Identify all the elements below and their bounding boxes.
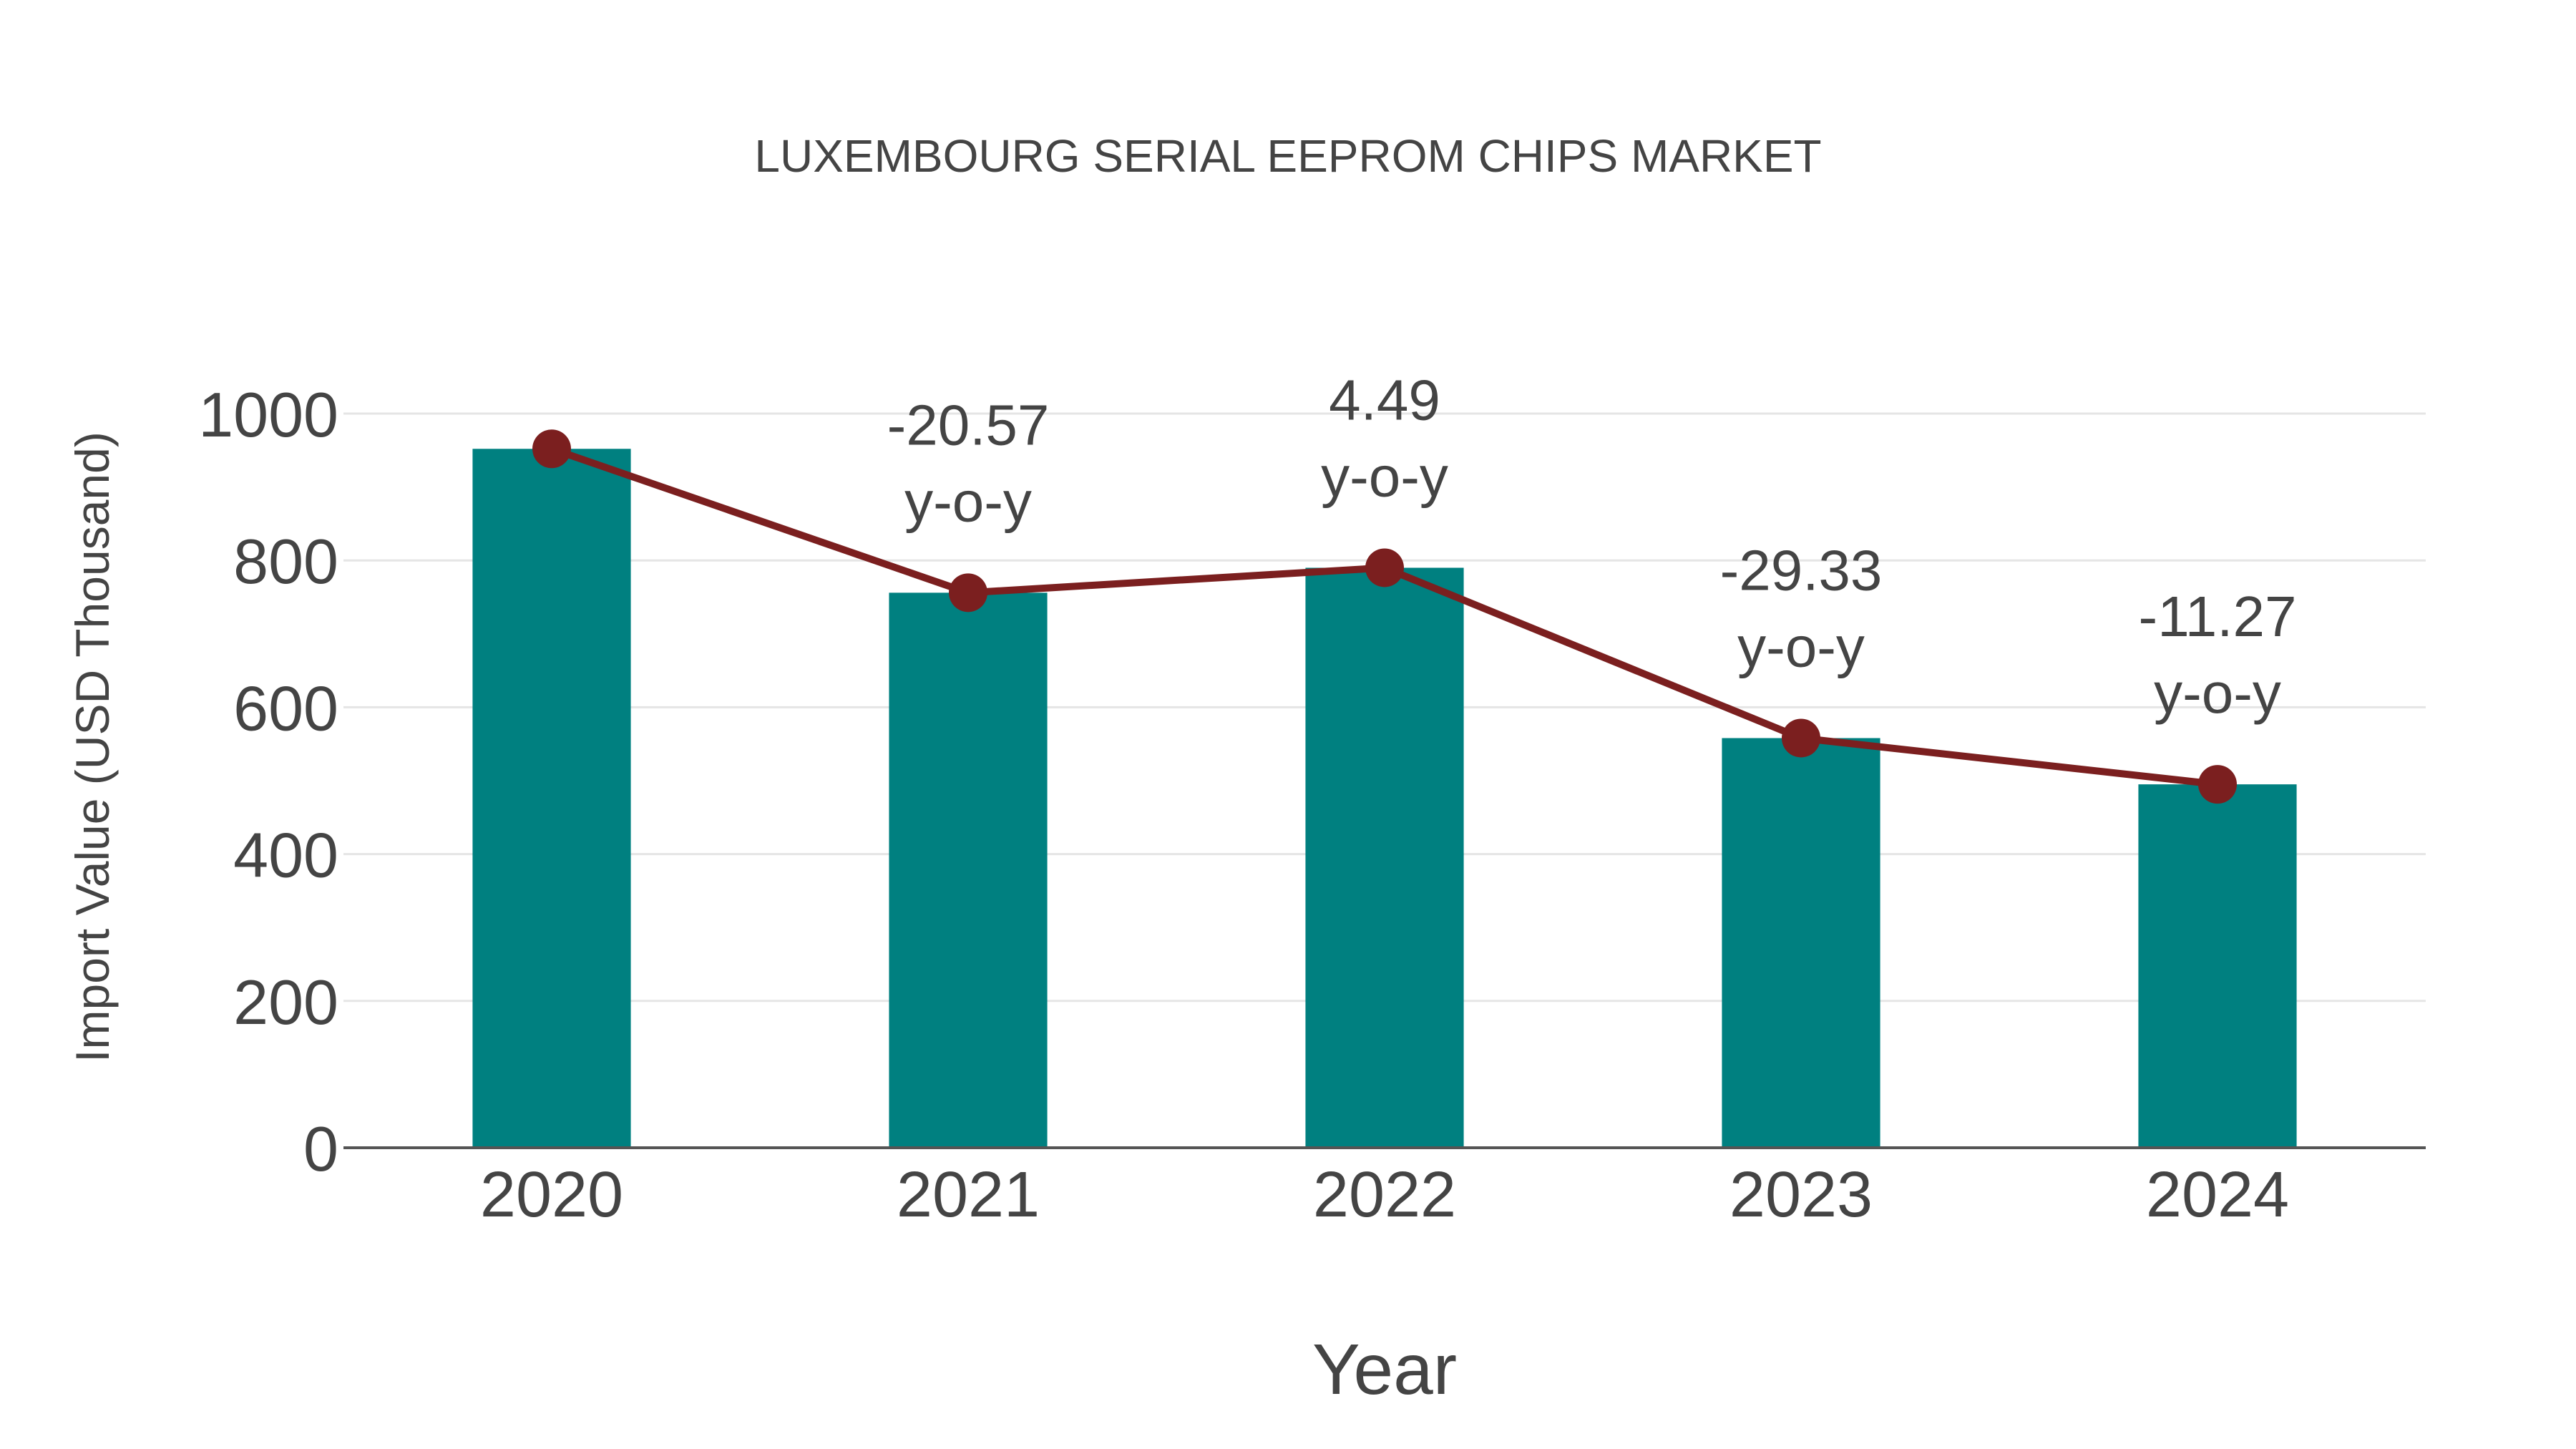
y-axis-ticks: 0 200 400 600 800 1000 [198, 379, 338, 1184]
yoy-label: y-o-y [1321, 444, 1448, 508]
trend-marker-2021[interactable] [949, 573, 987, 613]
bar-2023[interactable] [1722, 738, 1880, 1148]
bar-2022[interactable] [1305, 567, 1464, 1148]
trend-marker-2024[interactable] [2198, 765, 2237, 804]
trend-marker-2022[interactable] [1365, 548, 1404, 587]
y-tick-label: 400 [233, 820, 338, 891]
bar-2024[interactable] [2138, 784, 2297, 1148]
trend-marker-2020[interactable] [532, 429, 571, 469]
x-tick-label: 2022 [1313, 1159, 1456, 1231]
x-tick-label: 2020 [480, 1159, 623, 1231]
y-tick-label: 200 [233, 967, 338, 1038]
yoy-label: y-o-y [904, 469, 1032, 533]
yoy-label: y-o-y [2154, 661, 2281, 725]
yoy-value: -11.27 [2139, 585, 2297, 648]
bars [472, 449, 2297, 1148]
y-tick-label: 0 [303, 1113, 338, 1184]
yoy-value: -29.33 [1720, 538, 1883, 602]
bar-2020[interactable] [472, 449, 631, 1148]
yoy-value: -20.57 [887, 393, 1050, 457]
y-tick-label: 1000 [198, 379, 338, 450]
chart-title: LUXEMBOURG SERIAL EEPROM CHIPS MARKET [754, 130, 1821, 182]
x-tick-label: 2023 [1729, 1159, 1873, 1231]
x-axis-ticks: 2020 2021 2022 2023 2024 [480, 1159, 2289, 1231]
trend-markers [532, 429, 2237, 804]
trend-marker-2023[interactable] [1782, 718, 1820, 758]
x-tick-label: 2021 [897, 1159, 1040, 1231]
bar-2021[interactable] [889, 592, 1048, 1148]
x-tick-label: 2024 [2146, 1159, 2289, 1231]
y-tick-label: 800 [233, 526, 338, 597]
x-axis-title: Year [1312, 1330, 1457, 1410]
yoy-label: y-o-y [1737, 615, 1865, 678]
y-axis-title: Import Value (USD Thousand) [66, 431, 119, 1063]
y-tick-label: 600 [233, 673, 338, 743]
yoy-value: 4.49 [1329, 368, 1440, 431]
yoy-annotations: -20.57 y-o-y 4.49 y-o-y -29.33 y-o-y -11.27 y-o… [887, 368, 2297, 725]
